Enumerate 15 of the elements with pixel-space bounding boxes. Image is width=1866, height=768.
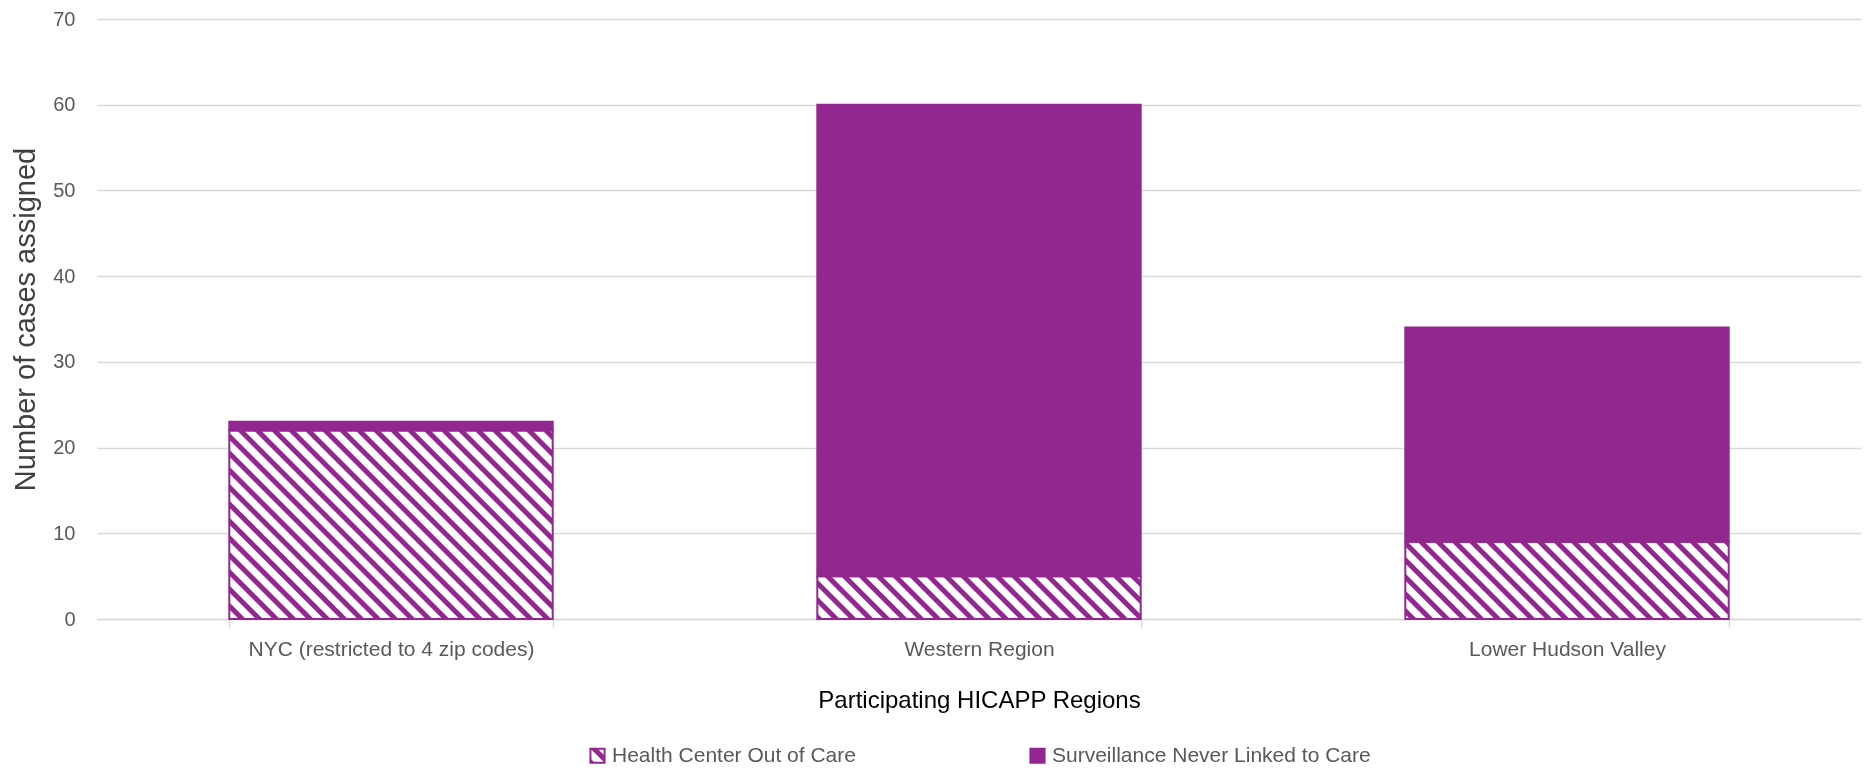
- y-tick-label: 70: [53, 7, 76, 30]
- x-tick-label: NYC (restricted to 4 zip codes): [248, 636, 535, 660]
- x-tick-label: Western Region: [904, 636, 1055, 660]
- y-axis-title: Number of cases assigned: [9, 147, 42, 492]
- legend-label: Surveillance Never Linked to Care: [1052, 742, 1371, 766]
- x-tick-label: Lower Hudson Valley: [1469, 636, 1667, 660]
- x-axis-title: Participating HICAPP Regions: [818, 685, 1141, 713]
- y-tick-label: 20: [53, 436, 76, 459]
- y-tick-label: 30: [53, 350, 76, 373]
- y-tick-label: 50: [53, 178, 76, 201]
- y-tick-label: 40: [53, 264, 76, 287]
- y-tick-label: 0: [64, 607, 76, 630]
- y-tick-label: 60: [53, 93, 76, 116]
- y-tick-label: 10: [53, 521, 76, 544]
- legend-label: Health Center Out of Care: [612, 742, 856, 766]
